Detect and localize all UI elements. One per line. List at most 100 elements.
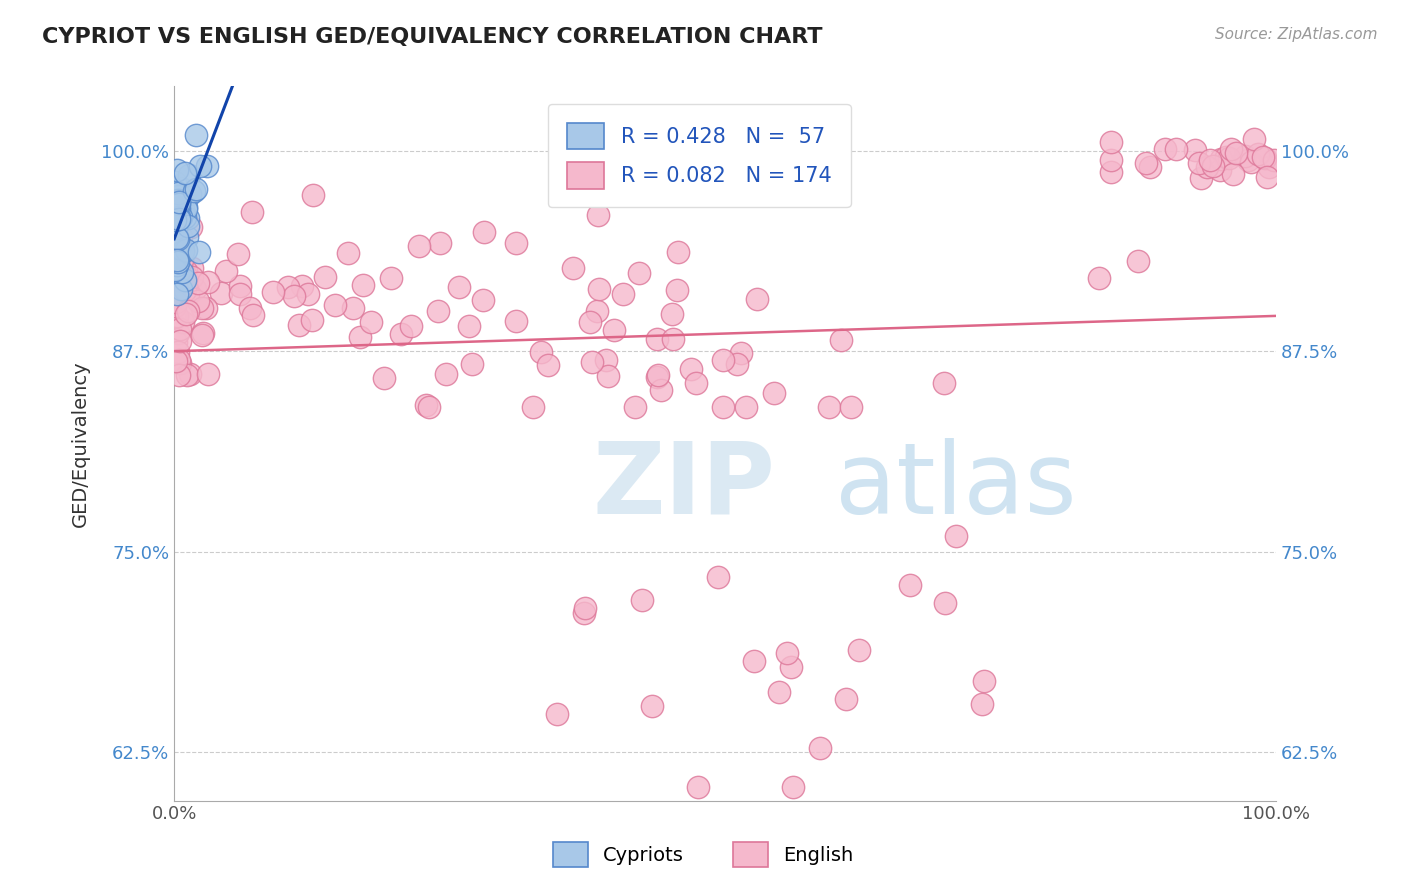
Point <box>166 250 188 264</box>
Point <box>166 217 188 231</box>
Point <box>707 570 730 584</box>
Text: CYPRIOT VS ENGLISH GED/EQUIVALENCY CORRELATION CHART: CYPRIOT VS ENGLISH GED/EQUIVALENCY CORRE… <box>42 27 823 46</box>
Point <box>238 301 260 316</box>
Point <box>586 303 609 318</box>
Point <box>474 225 496 239</box>
Point <box>779 660 801 674</box>
Point <box>169 194 191 208</box>
Point <box>170 181 193 195</box>
Point <box>1215 150 1237 164</box>
Point <box>177 303 200 318</box>
Point <box>226 247 249 261</box>
Point <box>176 230 198 244</box>
Point <box>229 286 252 301</box>
Point <box>581 355 603 369</box>
Point <box>775 646 797 660</box>
Point <box>1251 149 1274 163</box>
Point <box>447 279 470 293</box>
Point <box>1099 135 1122 149</box>
Point <box>972 697 994 711</box>
Point <box>661 307 683 321</box>
Point <box>163 207 186 221</box>
Point <box>277 279 299 293</box>
Point <box>679 361 702 376</box>
Point <box>229 279 252 293</box>
Point <box>458 318 481 333</box>
Point <box>166 240 188 254</box>
Point <box>181 270 204 285</box>
Point <box>177 211 200 226</box>
Point <box>898 578 921 592</box>
Point <box>166 286 188 301</box>
Point <box>1263 153 1285 167</box>
Point <box>399 318 422 333</box>
Point <box>1257 160 1279 174</box>
Point <box>167 188 190 202</box>
Point <box>169 274 191 288</box>
Point <box>1236 153 1258 167</box>
Point <box>167 344 190 359</box>
Point <box>179 368 201 382</box>
Point <box>166 253 188 268</box>
Point <box>169 321 191 335</box>
Point <box>337 246 360 260</box>
Point <box>932 376 955 391</box>
Point <box>197 367 219 381</box>
Point <box>745 292 768 306</box>
Point <box>165 311 187 326</box>
Point <box>172 253 194 268</box>
Point <box>624 401 647 415</box>
Point <box>595 352 617 367</box>
Point <box>186 128 208 142</box>
Point <box>166 291 188 305</box>
Point <box>167 273 190 287</box>
Point <box>166 258 188 272</box>
Point <box>647 368 669 382</box>
Point <box>167 195 190 210</box>
Point <box>165 277 187 291</box>
Point <box>1254 151 1277 165</box>
Point <box>242 309 264 323</box>
Point <box>418 401 440 415</box>
Point <box>167 211 190 226</box>
Point <box>291 278 314 293</box>
Point <box>163 241 186 255</box>
Point <box>562 260 585 275</box>
Point <box>174 273 197 287</box>
Point <box>195 301 218 316</box>
Point <box>579 315 602 329</box>
Point <box>163 243 186 257</box>
Point <box>165 232 187 246</box>
Point <box>176 202 198 216</box>
Point <box>180 220 202 235</box>
Point <box>165 354 187 368</box>
Point <box>166 310 188 324</box>
Text: atlas: atlas <box>835 438 1077 535</box>
Point <box>167 186 190 200</box>
Point <box>536 358 558 372</box>
Point <box>461 357 484 371</box>
Point <box>389 326 412 341</box>
Point <box>174 307 197 321</box>
Point <box>1139 160 1161 174</box>
Point <box>165 335 187 350</box>
Point <box>167 326 190 341</box>
Point <box>186 182 208 196</box>
Point <box>163 234 186 248</box>
Legend: R = 0.428   N =  57, R = 0.082   N = 174: R = 0.428 N = 57, R = 0.082 N = 174 <box>548 104 851 208</box>
Point <box>848 642 870 657</box>
Point <box>685 376 707 390</box>
Point <box>1243 132 1265 146</box>
Point <box>165 288 187 302</box>
Point <box>1188 155 1211 169</box>
Point <box>763 386 786 401</box>
Point <box>1198 153 1220 167</box>
Point <box>1153 142 1175 156</box>
Point <box>301 313 323 327</box>
Point <box>808 741 831 756</box>
Point <box>768 685 790 699</box>
Point <box>165 295 187 310</box>
Y-axis label: GED/Equivalency: GED/Equivalency <box>72 360 90 527</box>
Point <box>631 593 654 607</box>
Point <box>172 244 194 258</box>
